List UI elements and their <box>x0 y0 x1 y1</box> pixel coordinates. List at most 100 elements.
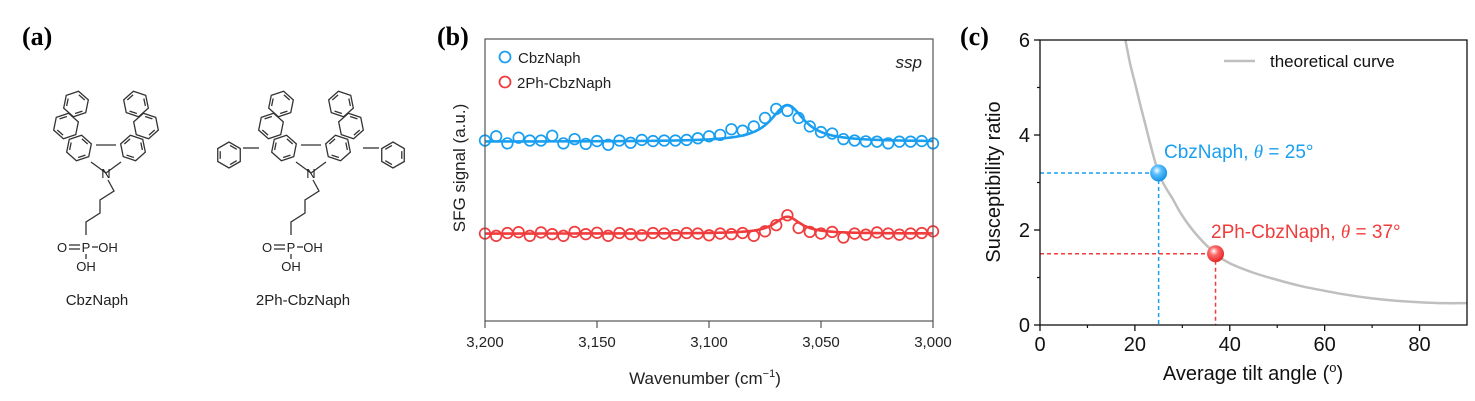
benzene-ring <box>327 90 355 118</box>
point-label-2ph-cbznaph: 2Ph-CbzNaph, θ = 37° <box>1211 222 1401 243</box>
data-point <box>770 102 783 116</box>
legend-label-cbznaph: CbzNaph <box>518 50 581 67</box>
double-bond <box>65 98 69 107</box>
data-point-cbznaph <box>1150 164 1168 182</box>
double-bond <box>81 138 89 145</box>
fit-line-cbznaph <box>484 103 934 143</box>
data-point <box>736 226 749 240</box>
data-point <box>557 229 570 242</box>
panel-b-legend: CbzNaph 2Ph-CbzNaph <box>498 50 611 92</box>
point-label-cbznaph: CbzNaph, θ = 25° <box>1164 142 1314 163</box>
hydroxyl-label: OH <box>98 240 118 255</box>
double-bond <box>283 94 291 101</box>
legend-label-theoretical-curve: theoretical curve <box>1270 52 1395 71</box>
molecule-cbznaph-name: CbzNaph <box>66 292 129 309</box>
data-point <box>512 131 525 144</box>
benzene-ring <box>52 112 80 140</box>
data-point <box>568 225 581 239</box>
data-point <box>781 209 794 222</box>
benzene-ring <box>119 134 147 162</box>
benzene-ring <box>267 90 295 118</box>
data-point <box>893 228 906 241</box>
double-bond <box>126 154 135 159</box>
double-bond <box>261 129 269 136</box>
benzene-ring <box>122 90 150 118</box>
data-point <box>691 132 704 145</box>
double-bond <box>56 129 64 136</box>
double-bond <box>279 110 288 115</box>
data-point <box>803 120 816 133</box>
double-bond <box>229 144 238 150</box>
double-bond <box>331 94 339 101</box>
panel-b-label: (b) <box>437 22 469 51</box>
panel-c-y-axis-label: Susceptibility ratio <box>983 101 1005 262</box>
double-bond <box>148 129 156 136</box>
legend-label-2ph-cbznaph: 2Ph-CbzNaph <box>517 75 611 92</box>
benzene-ring <box>65 134 93 162</box>
y-tick-label: 0 <box>1019 315 1030 337</box>
data-point <box>579 137 592 151</box>
data-point <box>613 134 626 147</box>
panel-c-x-axis-label: Average tilt angle (o) <box>1163 360 1343 385</box>
double-bond <box>286 138 294 145</box>
double-bond <box>78 94 86 101</box>
panel-b-polarization-annotation: ssp <box>896 53 922 72</box>
double-bond <box>349 115 358 120</box>
double-bond <box>328 138 336 145</box>
theoretical-curve-line <box>1124 39 1468 305</box>
double-bond <box>68 142 72 151</box>
x-tick-label: 3,100 <box>690 334 728 351</box>
phosphorus-atom-label: P <box>82 240 91 255</box>
data-point <box>736 124 749 137</box>
double-bond <box>384 144 393 150</box>
double-bond <box>143 98 147 107</box>
nitrogen-atom-label: N <box>306 166 315 181</box>
panel-c-legend: theoretical curve <box>1224 52 1395 71</box>
data-point <box>602 229 615 242</box>
data-point <box>826 127 839 140</box>
double-bond <box>126 94 134 101</box>
panel-c-label: (c) <box>960 22 989 51</box>
double-bond <box>140 142 144 151</box>
data-point <box>758 111 772 125</box>
fit-line-2ph-cbznaph <box>484 215 934 235</box>
double-bond <box>59 115 68 120</box>
butyl-chain <box>85 179 115 235</box>
data-point <box>512 226 525 239</box>
data-point <box>534 134 548 147</box>
y-tick-label: 6 <box>1019 30 1030 52</box>
x-tick-label: 40 <box>1219 334 1241 356</box>
data-point <box>859 228 872 241</box>
double-bond <box>144 115 153 120</box>
double-bond <box>353 129 361 136</box>
panel-b-y-axis-label: SFG signal (a.u.) <box>450 104 469 233</box>
double-bond <box>229 160 238 166</box>
double-bond <box>345 142 349 151</box>
double-bond <box>123 138 131 145</box>
data-point <box>490 229 503 242</box>
benzene-ring <box>62 90 90 118</box>
pyrrole-bond <box>90 161 122 174</box>
molecule-2ph-cbznaph-name: 2Ph-CbzNaph <box>256 292 350 309</box>
panel-c-ticks: 0 20 40 60 80 0 2 4 6 <box>1019 30 1431 356</box>
double-bond <box>270 98 274 107</box>
hydroxyl-label: OH <box>281 259 301 274</box>
data-point <box>837 231 850 244</box>
panel-c-plot-frame <box>1039 39 1468 326</box>
legend-marker-cbznaph <box>498 50 512 64</box>
x-tick-label: 3,150 <box>578 334 616 351</box>
data-point <box>568 132 581 146</box>
benzene-ring <box>337 112 365 140</box>
data-point <box>792 111 805 125</box>
panel-b-sfg-spectra <box>478 102 940 244</box>
x-tick-label: 3,200 <box>466 334 504 351</box>
panel-b-x-axis-label: Wavenumber (cm−1) <box>629 368 781 388</box>
benzene-ring <box>324 134 352 162</box>
data-point <box>635 229 648 242</box>
data-point <box>490 130 503 143</box>
double-bond <box>334 110 343 115</box>
x-tick-label: 0 <box>1034 334 1045 356</box>
oxygen-atom-label: O <box>262 240 272 255</box>
